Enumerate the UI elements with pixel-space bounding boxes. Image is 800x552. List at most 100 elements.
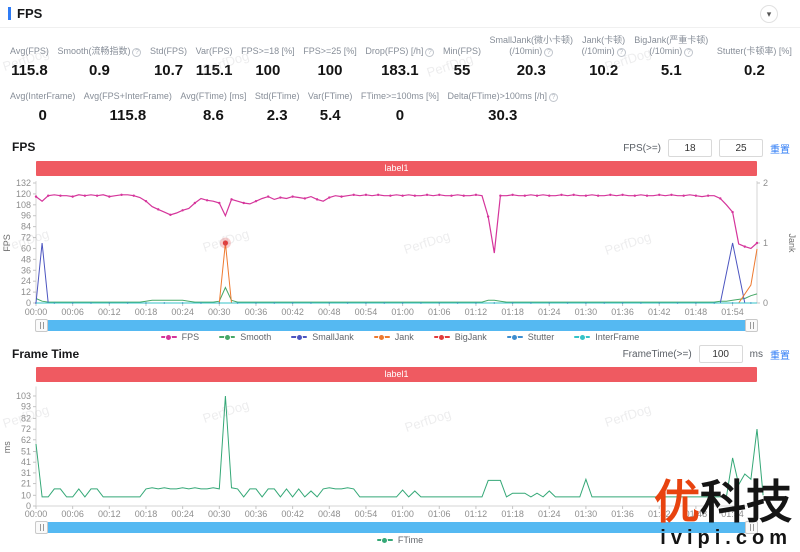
stat-label: Avg(InterFrame) <box>10 91 76 101</box>
svg-text:00:48: 00:48 <box>318 307 341 317</box>
fps-chart-label-banner[interactable]: label1 <box>36 161 757 176</box>
ftime-threshold-input[interactable] <box>698 345 743 363</box>
fps-scrollbar-left-handle[interactable] <box>35 319 48 332</box>
stat-value: 2.3 <box>266 107 288 124</box>
fps-stat-8: SmallJank(微小卡顿) (/10min)? 20.3 <box>490 34 574 79</box>
info-icon[interactable]: ? <box>132 48 142 57</box>
svg-text:103: 103 <box>16 391 31 401</box>
fps-stat-6: Drop(FPS) [/h]? 183.1 <box>365 34 435 79</box>
stat-value: 183.1 <box>381 62 419 79</box>
legend-label: Smooth <box>240 332 272 342</box>
svg-text:00:12: 00:12 <box>98 509 121 519</box>
legend-item-interframe[interactable]: InterFrame <box>574 332 639 342</box>
ftime-scrollbar-left-handle[interactable] <box>35 521 48 534</box>
svg-text:72: 72 <box>21 233 31 243</box>
ftime-reset-button[interactable]: 重置 <box>770 350 790 362</box>
svg-text:24: 24 <box>21 276 31 286</box>
ftime-stat-0: Avg(InterFrame) 0 <box>10 90 75 124</box>
svg-text:1: 1 <box>763 238 768 248</box>
stat-label: SmallJank(微小卡顿) (/10min)? <box>489 35 574 57</box>
ftime-threshold-label: FrameTime(>=) <box>622 348 692 360</box>
svg-text:01:12: 01:12 <box>465 509 488 519</box>
legend-line-icon <box>291 334 308 340</box>
stat-value: 115.8 <box>11 62 48 79</box>
svg-text:93: 93 <box>21 402 31 412</box>
page-header: FPS ▾ <box>0 0 800 28</box>
svg-text:01:00: 01:00 <box>391 307 414 317</box>
svg-text:00:42: 00:42 <box>281 307 304 317</box>
svg-text:01:36: 01:36 <box>611 307 634 317</box>
stat-label: Min(FPS) <box>442 46 481 56</box>
stat-value: 30.3 <box>488 107 518 124</box>
stat-label: Stutter(卡顿率) [%] <box>716 46 792 56</box>
svg-text:01:00: 01:00 <box>391 509 414 519</box>
fps-stat-0: Avg(FPS) 115.8 <box>10 34 49 79</box>
fps-reset-button[interactable]: 重置 <box>770 144 790 156</box>
stat-label: Avg(FPS+InterFrame) <box>83 91 172 101</box>
legend-dot-icon <box>382 537 388 543</box>
title-accent-bar <box>8 7 11 20</box>
info-icon[interactable]: ? <box>544 48 554 57</box>
fps-stat-11: Stutter(卡顿率) [%] 0.2 <box>717 34 792 79</box>
legend-label: Stutter <box>527 332 555 342</box>
legend-item-fps[interactable]: FPS <box>160 332 199 342</box>
svg-text:10: 10 <box>21 490 31 500</box>
svg-text:82: 82 <box>21 413 31 423</box>
svg-text:72: 72 <box>21 424 31 434</box>
legend-item-jank[interactable]: Jank <box>373 332 414 342</box>
stat-value: 5.1 <box>660 62 682 79</box>
ftime-stat-6: Delta(FTime)>100ms [/h]? 30.3 <box>448 90 558 124</box>
fps-stat-4: FPS>=18 [%] 100 <box>241 34 295 79</box>
stat-label: Std(FPS) <box>150 46 188 56</box>
svg-text:120: 120 <box>16 189 31 199</box>
fps-stat-1: Smooth(流畅指数)? 0.9 <box>57 34 142 79</box>
stat-label: Drop(FPS) [/h]? <box>365 34 435 57</box>
svg-text:01:42: 01:42 <box>648 307 671 317</box>
svg-text:01:18: 01:18 <box>501 307 524 317</box>
stat-label: FPS>=18 [%] <box>241 46 295 56</box>
svg-text:00:12: 00:12 <box>98 307 121 317</box>
svg-text:01:54: 01:54 <box>721 307 744 317</box>
legend-item-smalljank[interactable]: SmallJank <box>291 332 354 342</box>
stat-label: Avg(FTime) [ms] <box>180 91 247 101</box>
collapse-section-button[interactable]: ▾ <box>760 5 778 23</box>
legend-label: InterFrame <box>595 332 640 342</box>
fps-scrollbar-right-handle[interactable] <box>745 319 758 332</box>
svg-text:01:30: 01:30 <box>575 509 598 519</box>
svg-text:00:18: 00:18 <box>135 509 158 519</box>
legend-item-ftime[interactable]: FTime <box>376 535 424 545</box>
ftime-chart-scrollbar[interactable] <box>35 521 758 534</box>
svg-text:132: 132 <box>16 179 31 188</box>
stat-value: 20.3 <box>516 62 546 79</box>
fps-chart-scrollbar[interactable] <box>35 319 758 332</box>
svg-text:2: 2 <box>763 179 768 188</box>
legend-item-bigjank[interactable]: BigJank <box>433 332 487 342</box>
legend-item-stutter[interactable]: Stutter <box>506 332 555 342</box>
svg-text:0: 0 <box>26 501 31 511</box>
svg-text:62: 62 <box>21 435 31 445</box>
stat-label: BigJank(严重卡顿) (/10min)? <box>634 35 709 57</box>
info-icon[interactable]: ? <box>684 48 694 57</box>
legend-line-icon <box>219 334 236 340</box>
chevron-down-icon: ▾ <box>766 9 772 19</box>
ftime-chart-label-banner[interactable]: label1 <box>36 367 757 382</box>
svg-text:108: 108 <box>16 200 31 210</box>
info-icon[interactable]: ? <box>616 48 626 57</box>
svg-text:00:24: 00:24 <box>171 509 194 519</box>
ftime-scrollbar-right-handle[interactable] <box>745 521 758 534</box>
svg-text:01:48: 01:48 <box>685 509 708 519</box>
legend-dot-icon <box>379 334 385 340</box>
legend-item-smooth[interactable]: Smooth <box>219 332 271 342</box>
info-icon[interactable]: ? <box>548 93 558 102</box>
fps-threshold-input-2[interactable] <box>719 139 763 157</box>
stat-value: 0.2 <box>743 62 765 79</box>
info-icon[interactable]: ? <box>425 48 435 57</box>
fps-threshold-input-1[interactable] <box>668 139 712 157</box>
svg-text:00:36: 00:36 <box>245 307 268 317</box>
ftime-stat-2: Avg(FTime) [ms] 8.6 <box>180 90 246 124</box>
svg-text:12: 12 <box>21 287 31 297</box>
legend-label: FTime <box>397 535 424 545</box>
legend-line-icon <box>376 537 393 543</box>
